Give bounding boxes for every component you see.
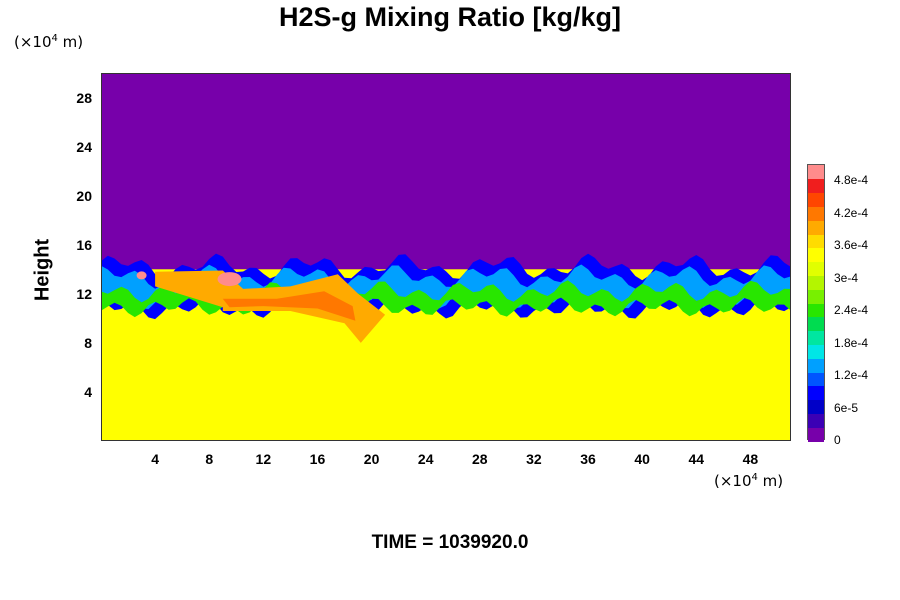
colorbar-tick-label: 4.8e-4 <box>834 173 869 188</box>
y-axis-label: Height <box>31 238 54 302</box>
colorbar-segment <box>808 247 824 263</box>
colorbar-tick-label: 0 <box>834 433 841 447</box>
colorbar-segment <box>808 275 824 290</box>
x-tick-label: 4 <box>151 451 160 467</box>
colorbar-segment <box>808 206 824 221</box>
y-tick-label: 4 <box>84 383 92 400</box>
x-tick-label: 20 <box>363 451 380 467</box>
heatmap-plot <box>101 73 791 441</box>
plot-frame <box>101 73 791 441</box>
high-value-core <box>222 291 356 321</box>
transition-layer-core <box>101 264 791 310</box>
y-axis-unit: (×104 m) <box>14 33 84 51</box>
colorbar-segment <box>808 178 824 194</box>
colorbar-segment <box>808 234 824 249</box>
colorbar <box>807 164 825 442</box>
colorbar-tick-label: 3.6e-4 <box>834 238 869 253</box>
colorbar-segment <box>808 427 824 442</box>
y-tick-label: 16 <box>76 236 92 253</box>
y-tick-label: 24 <box>76 138 92 155</box>
colorbar-tick-label: 1.8e-4 <box>834 335 869 350</box>
upper-domain-field <box>101 73 791 270</box>
peak-value-spot <box>217 272 242 287</box>
colorbar-segment <box>808 261 824 276</box>
y-tick-label: 8 <box>84 334 92 351</box>
y-tick-label: 12 <box>76 285 92 302</box>
x-tick-label: 12 <box>255 451 272 467</box>
x-tick-label: 28 <box>472 451 488 467</box>
colorbar-segment <box>808 330 824 345</box>
colorbar-segment <box>808 289 824 304</box>
x-tick-label: 8 <box>205 451 214 467</box>
colorbar-segment <box>808 372 824 387</box>
colorbar-segment <box>808 220 824 235</box>
peak-value-spot-small <box>136 271 147 280</box>
colorbar-segment <box>808 303 824 318</box>
x-tick-label: 16 <box>309 451 326 467</box>
x-tick-label: 32 <box>526 451 542 467</box>
y-tick-label: 28 <box>76 89 92 106</box>
high-value-region <box>155 270 386 343</box>
x-tick-label: 40 <box>634 451 650 467</box>
colorbar-segment <box>808 192 824 207</box>
colorbar-tick-label: 1.2e-4 <box>834 368 869 383</box>
colorbar-segment <box>808 165 824 180</box>
colorbar-tick-label: 2.4e-4 <box>834 303 869 318</box>
time-label: TIME = 1039920.0 <box>371 532 529 553</box>
x-tick-label: 36 <box>580 451 596 467</box>
colorbar-tick-label: 4.2e-4 <box>834 205 869 220</box>
y-tick-label: 20 <box>76 187 92 204</box>
x-tick-label: 24 <box>417 451 434 467</box>
colorbar-segment <box>808 344 824 359</box>
x-axis-unit: (×104 m) <box>714 472 784 490</box>
colorbar-segment <box>808 399 824 414</box>
colorbar-segment <box>808 316 824 332</box>
x-tick-label: 48 <box>742 451 759 467</box>
colorbar-tick-label: 6e-5 <box>834 400 859 415</box>
chart-title: H2S-g Mixing Ratio [kg/kg] <box>278 2 621 32</box>
colorbar-segment <box>808 385 824 401</box>
x-tick-label: 44 <box>688 451 705 467</box>
colorbar-tick-label: 3e-4 <box>834 270 859 285</box>
colorbar-segment <box>808 358 824 373</box>
colorbar-segment <box>808 413 824 428</box>
